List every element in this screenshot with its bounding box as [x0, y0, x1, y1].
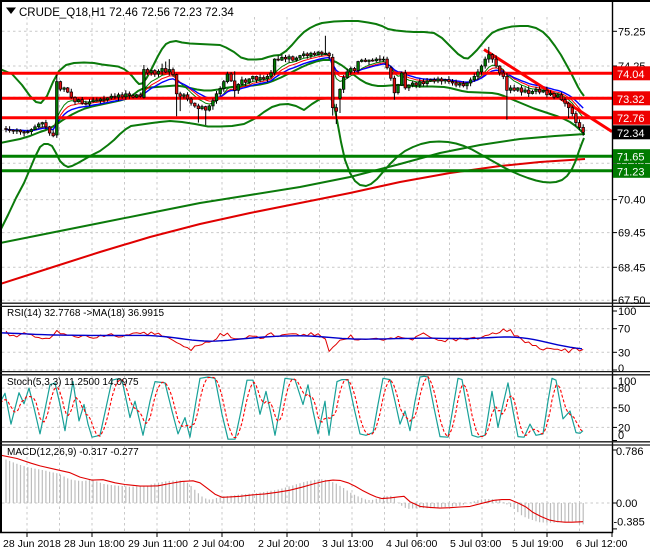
svg-text:50: 50	[618, 403, 630, 415]
svg-text:72.76: 72.76	[617, 113, 645, 125]
svg-text:72.34: 72.34	[617, 128, 645, 140]
svg-text:20: 20	[618, 422, 630, 434]
svg-text:100: 100	[618, 306, 636, 318]
svg-text:0: 0	[618, 430, 624, 442]
svg-text:5 Jul 03:00: 5 Jul 03:00	[450, 538, 502, 550]
svg-text:69.45: 69.45	[618, 228, 646, 240]
svg-text:RSI(14) 32.7768 ->MA(18) 36.9: RSI(14) 32.7768 ->MA(18) 36.9915	[7, 308, 164, 319]
svg-text:29 Jun 11:00: 29 Jun 11:00	[128, 538, 188, 550]
svg-text:4 Jul 06:00: 4 Jul 06:00	[386, 538, 438, 550]
svg-text:28 Jun 18:00: 28 Jun 18:00	[64, 538, 125, 550]
svg-text:0.00: 0.00	[616, 498, 637, 510]
svg-text:0.786: 0.786	[616, 446, 644, 458]
svg-text:28 Jun 2018: 28 Jun 2018	[3, 538, 61, 550]
svg-text:74.04: 74.04	[617, 69, 645, 81]
svg-text:70.40: 70.40	[618, 195, 646, 207]
svg-text:100: 100	[618, 376, 636, 388]
svg-text:3 Jul 13:00: 3 Jul 13:00	[322, 538, 374, 550]
svg-text:-0.385: -0.385	[614, 517, 645, 529]
svg-text:CRUDE_Q18,H1 72.46 72.56 72.2: CRUDE_Q18,H1 72.46 72.56 72.23 72.34	[19, 7, 234, 19]
svg-text:80: 80	[618, 383, 630, 395]
svg-text:73.32: 73.32	[617, 94, 645, 106]
svg-text:68.45: 68.45	[618, 262, 646, 274]
svg-text:75.25: 75.25	[618, 26, 646, 38]
svg-text:67.50: 67.50	[618, 295, 646, 307]
svg-text:6 Jul 12:00: 6 Jul 12:00	[576, 538, 628, 550]
svg-text:71.23: 71.23	[617, 166, 645, 178]
svg-text:0: 0	[618, 363, 624, 375]
svg-text:5 Jul 19:00: 5 Jul 19:00	[512, 538, 564, 550]
svg-text:Stoch(5,3,3) 11.2500 14.0975: Stoch(5,3,3) 11.2500 14.0975	[7, 377, 139, 388]
svg-text:2 Jul 04:00: 2 Jul 04:00	[193, 538, 245, 550]
svg-text:30: 30	[618, 347, 630, 359]
svg-text:71.65: 71.65	[617, 152, 645, 164]
svg-text:2 Jul 20:00: 2 Jul 20:00	[258, 538, 310, 550]
svg-text:70: 70	[618, 324, 630, 336]
svg-text:MACD(12,26,9) -0.317 -0.277: MACD(12,26,9) -0.317 -0.277	[7, 447, 139, 458]
